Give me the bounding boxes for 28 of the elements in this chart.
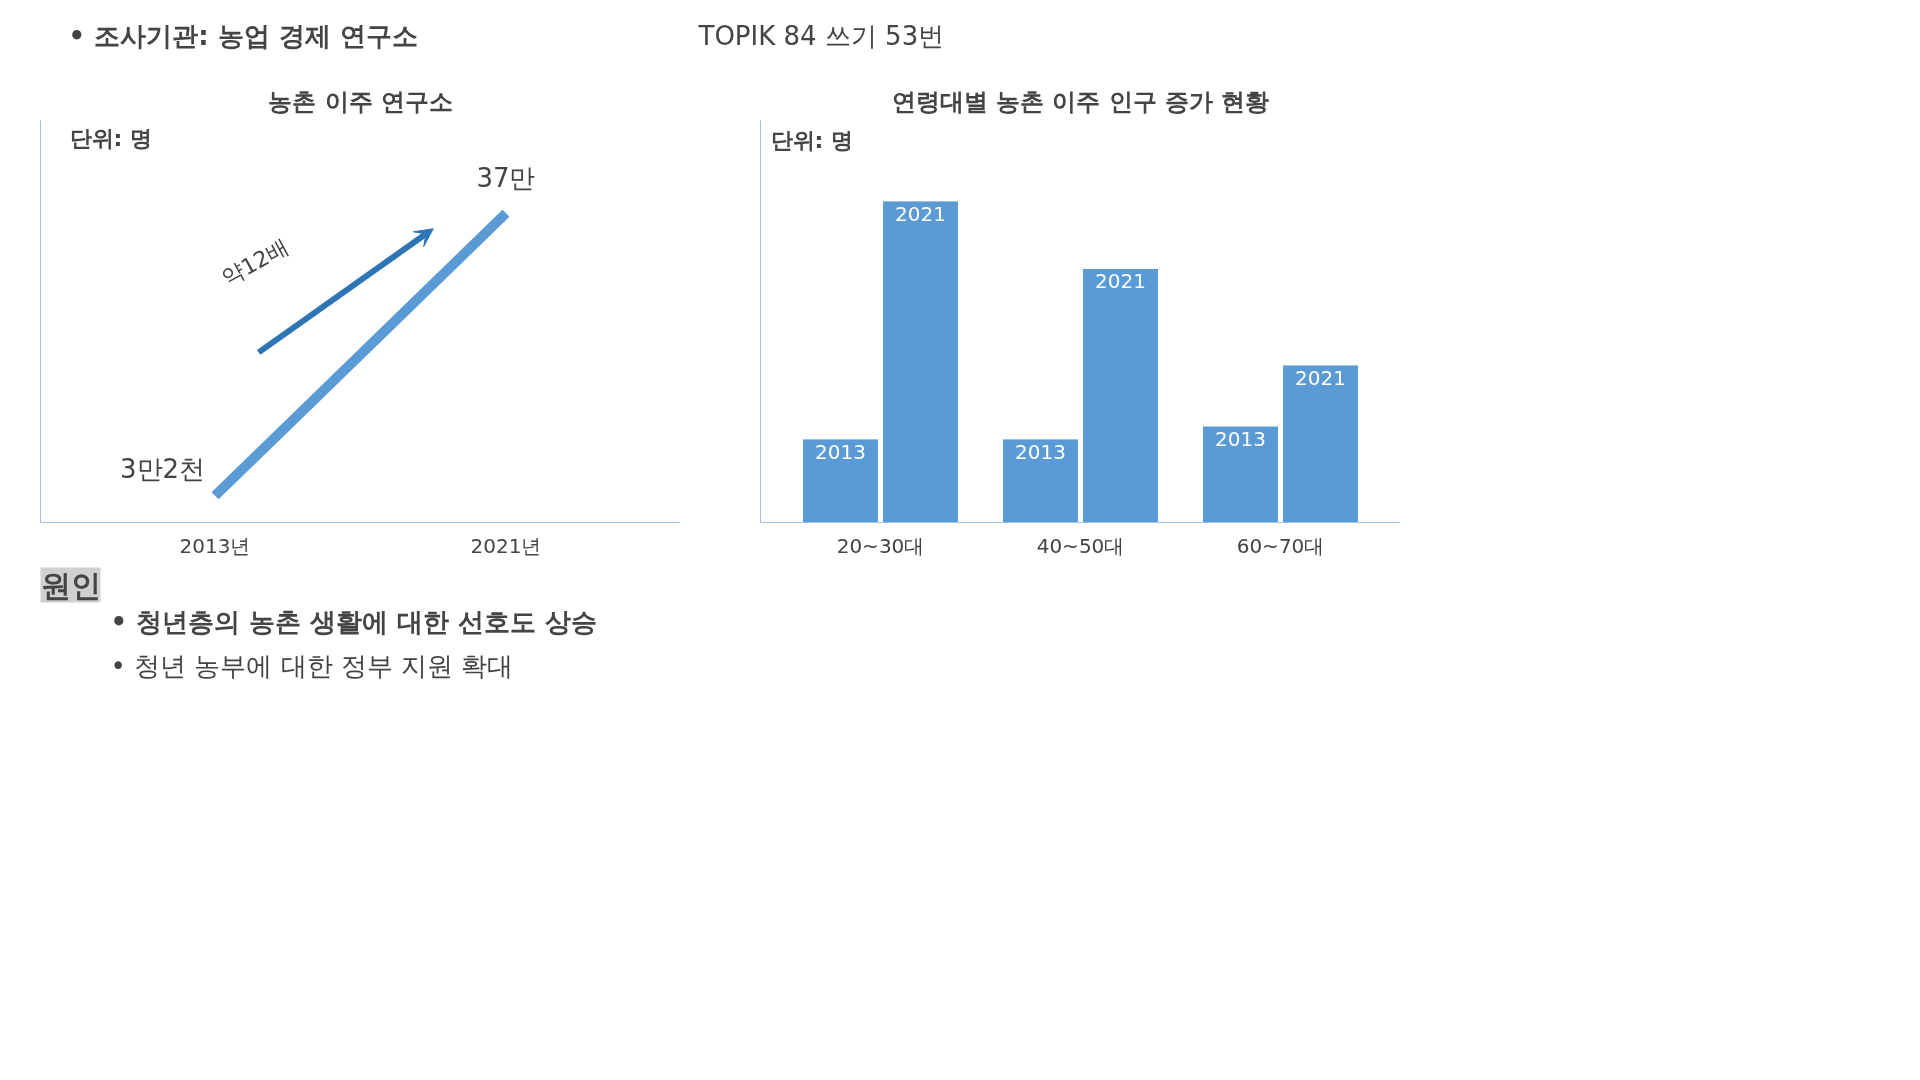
x-tick-label: 2021년 xyxy=(470,533,542,558)
data-label: 37만 xyxy=(476,163,536,194)
bar xyxy=(802,438,879,523)
text: 단위: 명 xyxy=(770,127,853,153)
text: 2013 xyxy=(1215,427,1266,452)
bar xyxy=(1202,425,1279,523)
x-tick-label: 40~50대 xyxy=(1036,533,1125,558)
chart-title: 농촌 이주 연구소 xyxy=(268,87,453,116)
bar xyxy=(1002,438,1079,523)
x-tick-label: 20~30대 xyxy=(836,533,925,558)
chart-title: 연령대별 농촌 이주 인구 증가 현황 xyxy=(891,87,1270,116)
series-label: 2013 xyxy=(815,439,866,464)
bar xyxy=(1082,267,1159,523)
text: 2021 xyxy=(1095,269,1146,294)
bar xyxy=(882,200,959,523)
text: 2021 xyxy=(1295,365,1346,390)
text: • 청년층의 농촌 생활에 대한 선호도 상승 xyxy=(110,606,598,637)
text: 원인 xyxy=(40,567,101,603)
series-label: 2021 xyxy=(895,201,946,226)
text: TOPIK 84 쓰기 53번 xyxy=(697,21,945,51)
text: • 조사기관: 농업 경제 연구소 xyxy=(68,21,418,51)
x-tick-label: 60~70대 xyxy=(1236,533,1325,558)
text: 2013 xyxy=(1015,439,1066,464)
x-tick-label: 2013년 xyxy=(179,533,251,558)
bar xyxy=(1282,364,1359,523)
data-label: 3만2천 xyxy=(119,453,206,484)
text: 단위: 명 xyxy=(69,126,153,152)
text: • 청년 농부에 대한 정부 지원 확대 xyxy=(110,651,514,681)
